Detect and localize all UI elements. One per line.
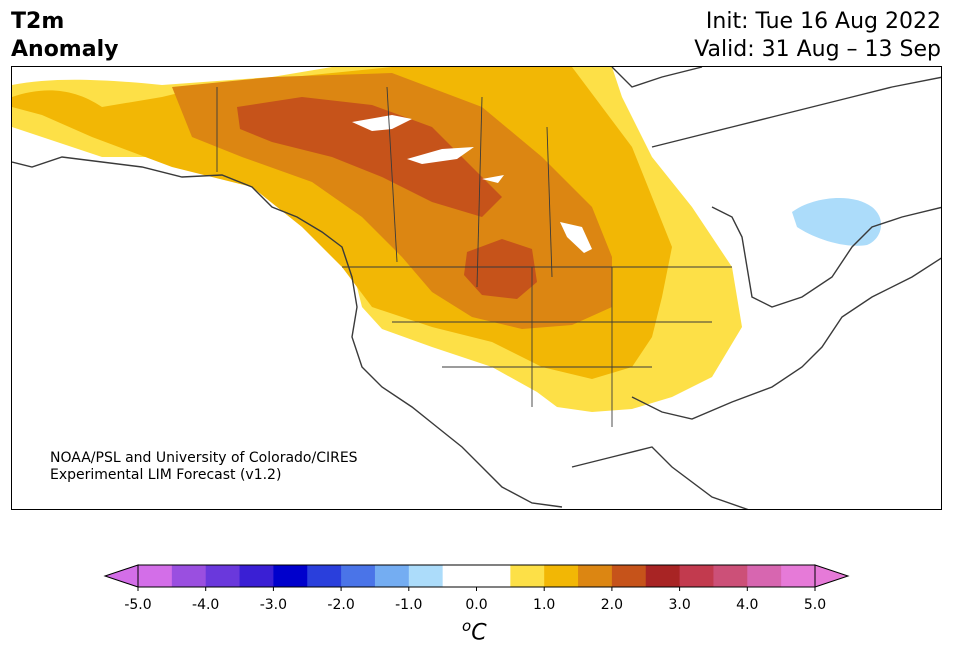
- colorbar-cell-2: [205, 565, 241, 587]
- colorbar-ticks: [137, 587, 816, 591]
- colorbar-tick-label: -5.0: [124, 597, 152, 613]
- colorbar-extend-low: [103, 564, 139, 588]
- valid-range: Valid: 31 Aug – 13 Sep: [694, 37, 941, 62]
- attribution: NOAA/PSL and University of Colorado/CIRE…: [50, 450, 358, 484]
- colorbar-cell-7: [374, 565, 410, 587]
- colorbar-cell-15: [645, 565, 681, 587]
- colorbar-cell-17: [713, 565, 748, 587]
- map-title: T2m Anomaly: [11, 8, 118, 64]
- variable-label: T2m: [11, 9, 65, 34]
- colorbar-tick-label: 1.0: [533, 597, 556, 613]
- map-canvas: [12, 67, 941, 509]
- attribution-line-2: Experimental LIM Forecast (v1.2): [50, 467, 282, 483]
- init-date: Init: Tue 16 Aug 2022: [705, 9, 941, 34]
- colorbar-tick-label: 0.0: [465, 597, 488, 613]
- colorbar-cell-4: [273, 565, 308, 587]
- colorbar-cell-6: [341, 565, 376, 587]
- anomaly-map: NOAA/PSL and University of Colorado/CIRE…: [11, 66, 942, 510]
- colorbar-tick-label: 4.0: [736, 597, 759, 613]
- political-borders: [216, 86, 732, 427]
- anomaly-region-2-0: [237, 97, 502, 217]
- colorbar-cell-13: [578, 565, 613, 587]
- lake-winnipeg: [560, 222, 592, 253]
- anomaly-label: Anomaly: [11, 37, 119, 62]
- forecast-dates: Init: Tue 16 Aug 2022 Valid: 31 Aug – 13…: [694, 8, 941, 64]
- colorbar-tick-label: -3.0: [259, 597, 288, 613]
- anomaly-region-neg: [792, 197, 882, 246]
- colorbar-cell-16: [679, 565, 714, 587]
- lake-athabasca: [482, 175, 504, 183]
- colorbar-cell-11: [510, 565, 545, 587]
- colorbar-cell-18: [747, 565, 782, 587]
- colorbar-extend-high: [814, 564, 850, 588]
- attribution-line-1: NOAA/PSL and University of Colorado/CIRE…: [50, 450, 358, 466]
- colorbar-cell-3: [239, 565, 274, 587]
- colorbar-cell-5: [307, 565, 342, 587]
- great-slave-lake: [407, 147, 474, 164]
- colorbar-cell-8: [408, 565, 444, 587]
- colorbar-cells: [138, 565, 816, 587]
- colorbar-tick-label: -1.0: [395, 597, 423, 613]
- colorbar-tick-label: -2.0: [327, 597, 355, 613]
- colorbar-cell-9: [442, 565, 477, 587]
- colorbar-cell-12: [544, 565, 579, 587]
- colorbar-cell-1: [171, 565, 207, 587]
- colorbar-tick-label: -4.0: [192, 597, 220, 613]
- colorbar-cell-19: [781, 565, 816, 587]
- colorbar-tick-label: 5.0: [803, 597, 827, 613]
- coastlines: [12, 67, 941, 509]
- anomaly-region-2-0-b: [464, 239, 537, 299]
- great-bear-lake: [352, 115, 412, 131]
- colorbar-tick-label: 2.0: [600, 597, 624, 613]
- colorbar-cell-14: [611, 565, 647, 587]
- colorbar-tick-label: 3.0: [668, 597, 691, 613]
- colorbar-cell-0: [138, 565, 173, 587]
- colorbar-cell-10: [476, 565, 511, 587]
- colorbar-unit: oC: [462, 617, 487, 646]
